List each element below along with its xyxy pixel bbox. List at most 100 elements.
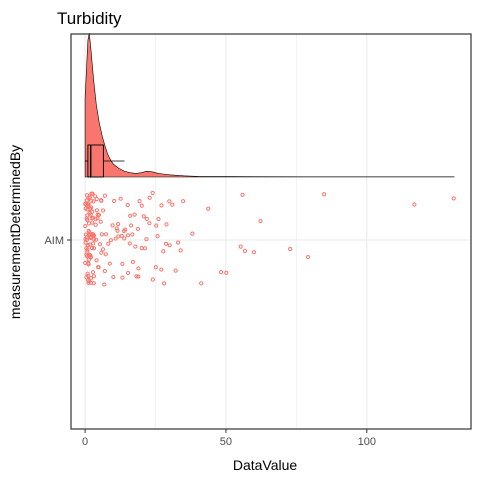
data-point (136, 266, 141, 271)
y-axis-title: measurementDeterminedBy (7, 145, 23, 319)
data-point (141, 214, 146, 219)
data-point (238, 244, 243, 249)
data-point (86, 257, 91, 262)
data-point (139, 246, 144, 251)
data-point (89, 215, 94, 221)
data-point (224, 270, 229, 275)
data-point (99, 198, 104, 203)
data-point (240, 192, 245, 197)
data-point (83, 223, 88, 229)
data-point (85, 247, 90, 252)
data-point (103, 232, 109, 237)
data-point (133, 244, 138, 249)
data-point (130, 259, 136, 264)
data-point (106, 241, 111, 246)
y-tick-label: AIM (44, 235, 64, 247)
data-point (136, 274, 141, 279)
data-point (88, 206, 93, 211)
data-point (178, 248, 183, 253)
chart-title: Turbidity (57, 9, 122, 28)
boxplot-layer (85, 144, 125, 178)
x-tick-label: 100 (358, 436, 376, 448)
data-point (125, 202, 130, 208)
data-point (120, 261, 125, 266)
data-point (108, 238, 114, 243)
x-axis-ticks: 0 50 100 (82, 429, 376, 448)
data-point (91, 274, 97, 279)
data-point (129, 223, 134, 228)
data-point (96, 264, 101, 270)
data-point (90, 220, 95, 225)
data-point (199, 281, 204, 286)
data-point (127, 241, 132, 246)
data-point (137, 199, 142, 204)
data-point (89, 245, 95, 251)
data-point (251, 250, 256, 255)
data-point (98, 219, 103, 224)
data-point (102, 193, 108, 198)
density-curve (84, 32, 455, 178)
data-point (116, 221, 121, 227)
panel-border (70, 33, 472, 430)
data-point (134, 274, 139, 279)
points-layer (83, 190, 456, 287)
data-point (451, 196, 456, 201)
data-point (144, 216, 149, 222)
data-point (175, 240, 181, 245)
data-point (91, 281, 96, 286)
data-point (90, 191, 95, 196)
data-point (94, 237, 99, 242)
data-point (85, 271, 90, 276)
data-point (144, 237, 149, 242)
data-point (92, 194, 98, 199)
data-point (90, 270, 96, 275)
y-axis-ticks: AIM (44, 235, 71, 247)
data-point (95, 216, 100, 221)
data-point (85, 243, 90, 248)
data-point (99, 250, 104, 255)
data-point (84, 216, 89, 221)
data-point (218, 270, 224, 275)
data-point (113, 236, 118, 241)
data-point (135, 226, 141, 232)
x-axis-title: DataValue (233, 457, 298, 473)
data-point (111, 274, 116, 280)
data-point (100, 247, 106, 252)
data-point (156, 216, 161, 222)
data-point (88, 276, 94, 281)
data-point (88, 254, 93, 259)
data-point (86, 195, 91, 200)
data-point (83, 206, 88, 211)
data-point (173, 268, 178, 273)
data-point (147, 221, 152, 226)
data-point (288, 246, 293, 252)
data-point (125, 270, 131, 276)
data-point (114, 226, 119, 231)
data-point (86, 228, 91, 234)
data-point (162, 281, 167, 286)
data-point (116, 234, 121, 239)
data-point (110, 223, 115, 228)
data-point (97, 242, 103, 247)
data-point (167, 199, 172, 204)
data-point (115, 228, 120, 233)
data-point (85, 202, 91, 207)
data-point (102, 282, 107, 287)
data-point (86, 261, 91, 266)
data-point (103, 252, 108, 257)
data-point (120, 275, 125, 280)
data-point (100, 208, 106, 213)
box-iqr (87, 144, 104, 178)
data-point (118, 196, 123, 201)
data-point (86, 273, 91, 279)
data-point (258, 218, 263, 224)
data-point (164, 222, 169, 227)
data-point (150, 190, 155, 196)
data-point (155, 234, 160, 239)
data-point (161, 249, 166, 254)
data-point (107, 261, 112, 266)
data-point (190, 231, 195, 236)
data-point (88, 234, 93, 239)
data-point (88, 198, 94, 203)
